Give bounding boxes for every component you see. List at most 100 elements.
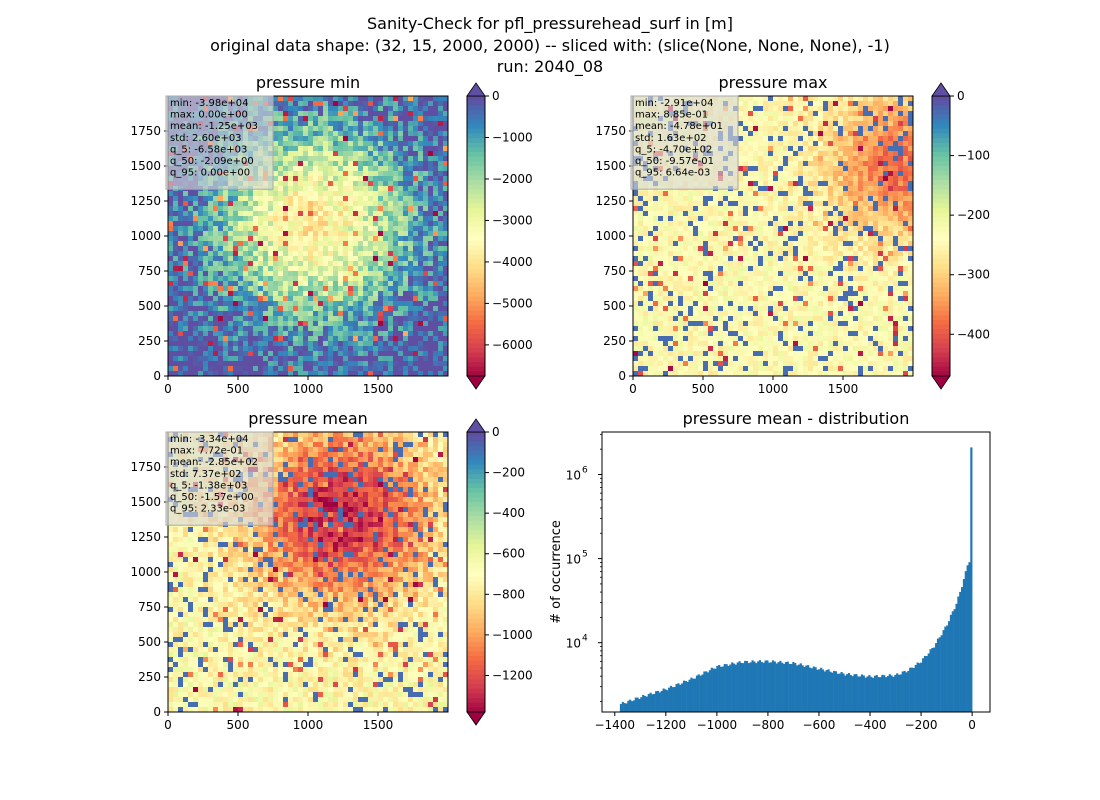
y-tick-label: 750 — [603, 264, 626, 278]
histogram-bar — [753, 661, 756, 712]
histogram-bar — [929, 649, 932, 712]
histogram-bar — [697, 674, 700, 712]
heatmap-panel-1: pressure min 0 500 1000 1500 0 250 500 750 1000 12… — [130, 73, 532, 396]
histogram-bar — [964, 571, 967, 712]
stats-line: min: -3.34e+04 — [170, 434, 249, 445]
histogram-bar — [812, 666, 815, 712]
histogram-bar — [922, 658, 925, 712]
stats-line: q_5: -6.58e+03 — [170, 144, 247, 155]
y-tick-exponent: 4 — [582, 634, 588, 644]
histogram-bar — [736, 662, 739, 712]
x-tick-label: 0 — [164, 382, 172, 396]
histogram-bar — [866, 676, 869, 712]
histogram-bar — [833, 670, 836, 712]
histogram-bar — [860, 674, 864, 712]
histogram-bar — [946, 625, 949, 712]
y-tick-label: 750 — [138, 600, 161, 614]
histogram-bar — [857, 676, 860, 712]
histogram-bar — [957, 596, 960, 712]
histogram-bar — [727, 665, 730, 712]
histogram-bar — [653, 693, 656, 712]
colorbar-tick-label: −200 — [957, 208, 990, 222]
histogram-bar — [740, 662, 743, 712]
histogram-bar — [925, 655, 928, 712]
histogram-bar — [847, 673, 851, 712]
histogram-bar — [660, 690, 663, 712]
stats-box-background — [630, 95, 739, 190]
histogram-bar — [953, 609, 956, 712]
x-tick-label: −200 — [905, 718, 938, 732]
histogram-bar — [968, 562, 971, 712]
histogram-bar — [909, 667, 912, 712]
histogram-bar — [923, 655, 927, 712]
colorbar-tick-label: 0 — [492, 425, 500, 439]
histogram-bar — [890, 675, 893, 712]
x-tick-label: −1200 — [646, 718, 687, 732]
y-tick-label: 750 — [138, 264, 161, 278]
y-tick-exponent: 6 — [582, 465, 588, 475]
histogram-bar — [629, 699, 632, 712]
histogram-bar — [682, 680, 686, 712]
histogram-bar — [619, 704, 623, 712]
histogram-bar — [894, 674, 897, 712]
x-tick-label: 0 — [164, 718, 172, 732]
panel-title: pressure max — [718, 73, 827, 92]
histogram-bar — [658, 692, 661, 712]
histogram-bar — [864, 677, 867, 712]
colorbar-tick-label: −100 — [957, 149, 990, 163]
colorbar-extend-top — [466, 82, 486, 97]
colorbar: 0 −200 −400 −600 −800 −1000 −1200 — [466, 418, 533, 726]
histogram-bar — [914, 665, 917, 712]
histogram-bar — [846, 674, 849, 712]
colorbar-tick-label: −3000 — [492, 213, 533, 227]
y-tick-label: 1500 — [595, 159, 626, 173]
x-tick-label: −600 — [802, 718, 835, 732]
y-tick-label: 1750 — [130, 124, 161, 138]
histogram-bar — [783, 663, 786, 712]
histogram-bar — [827, 669, 830, 712]
histogram-bar — [851, 676, 854, 712]
y-tick-label: 0 — [153, 705, 161, 719]
histogram-bar — [838, 673, 841, 712]
histogram-bar — [738, 661, 741, 712]
stats-line: mean: -4.78e+01 — [635, 121, 723, 132]
colorbar-extend-top — [466, 418, 486, 433]
y-tick-label: 1000 — [595, 229, 626, 243]
histogram-bar — [859, 676, 862, 712]
stats-line: max: 0.00e+00 — [170, 110, 248, 121]
histogram-bar — [836, 673, 839, 712]
histogram-bar — [799, 663, 802, 712]
histogram-bar — [655, 691, 658, 712]
histogram-bar — [903, 670, 906, 712]
colorbar-extend-bottom — [931, 375, 951, 390]
histogram-bar — [870, 676, 873, 712]
colorbar-tick-label: −1000 — [492, 130, 533, 144]
histogram-bar — [808, 667, 812, 712]
colorbar-tick-label: −4000 — [492, 255, 533, 269]
histogram-bar — [623, 703, 626, 712]
histogram-bar — [949, 614, 953, 712]
stats-box-background — [165, 95, 274, 190]
colorbar-tick-label: −1200 — [492, 668, 533, 682]
heatmap-image — [168, 432, 449, 713]
histogram-bar — [681, 683, 684, 712]
histogram-bar — [849, 675, 852, 712]
histogram-bar — [912, 667, 915, 712]
histogram-bar — [662, 688, 665, 712]
y-tick-label: 1500 — [130, 495, 161, 509]
histogram-bar — [905, 672, 908, 712]
histogram-bar — [656, 690, 660, 712]
y-tick-label: 10 — [566, 637, 581, 651]
y-tick-label: 250 — [138, 334, 161, 348]
histogram-bar — [771, 660, 775, 712]
x-tick-label: 0 — [968, 718, 976, 732]
x-tick-label: 500 — [227, 718, 250, 732]
histogram-bar — [942, 630, 945, 712]
x-tick-label: −1400 — [594, 718, 635, 732]
histogram-bar — [729, 664, 732, 712]
histogram-bar — [816, 669, 819, 712]
histogram-bar — [834, 671, 838, 712]
x-tick-label: 1500 — [363, 718, 394, 732]
